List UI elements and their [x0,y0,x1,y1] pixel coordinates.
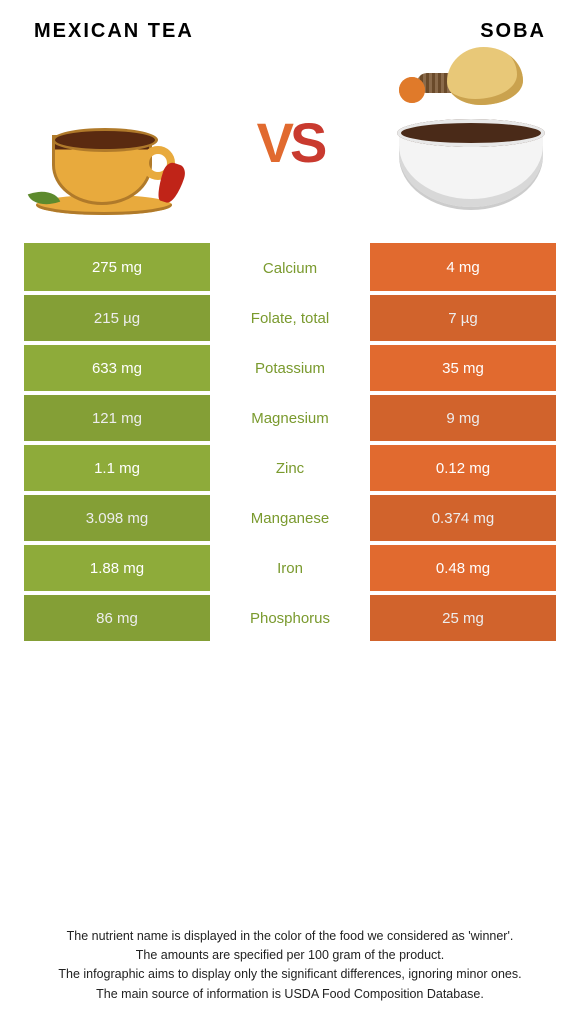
left-value: 86 mg [24,593,210,643]
nutrient-label: Magnesium [210,393,370,443]
right-value: 35 mg [370,343,556,393]
nutrient-label: Iron [210,543,370,593]
right-value: 0.374 mg [370,493,556,543]
table-row: 3.098 mgManganese0.374 mg [24,493,556,543]
footnote-line: The main source of information is USDA F… [28,985,552,1004]
footnote-line: The infographic aims to display only the… [28,965,552,984]
right-value: 9 mg [370,393,556,443]
table-row: 275 mgCalcium4 mg [24,243,556,293]
right-title: Soba [480,20,546,43]
left-value: 633 mg [24,343,210,393]
footnote-line: The nutrient name is displayed in the co… [28,927,552,946]
table-row: 1.1 mgZinc0.12 mg [24,443,556,493]
infographic-root: Mexican tea Soba VS 275 mgCalcium4 mg215… [0,0,580,1024]
right-value: 0.12 mg [370,443,556,493]
footnotes: The nutrient name is displayed in the co… [24,909,556,1005]
nutrient-label: Potassium [210,343,370,393]
left-value: 121 mg [24,393,210,443]
nutrient-table: 275 mgCalcium4 mg215 µgFolate, total7 µg… [24,243,556,645]
left-value: 1.88 mg [24,543,210,593]
left-value: 3.098 mg [24,493,210,543]
vs-s: S [290,111,323,174]
right-value: 0.48 mg [370,543,556,593]
nutrient-label: Folate, total [210,293,370,343]
nutrient-label: Phosphorus [210,593,370,643]
right-value: 7 µg [370,293,556,343]
vs-v: V [257,111,290,174]
left-food-image [24,73,194,213]
table-row: 121 mgMagnesium9 mg [24,393,556,443]
right-value: 25 mg [370,593,556,643]
left-value: 275 mg [24,243,210,293]
hero-row: VS [24,63,556,243]
table-row: 86 mgPhosphorus25 mg [24,593,556,643]
table-row: 215 µgFolate, total7 µg [24,293,556,343]
nutrient-label: Zinc [210,443,370,493]
left-title: Mexican tea [34,20,194,43]
right-food-image [386,73,556,213]
table-row: 633 mgPotassium35 mg [24,343,556,393]
vs-label: VS [257,115,324,171]
left-value: 215 µg [24,293,210,343]
right-value: 4 mg [370,243,556,293]
footnote-line: The amounts are specified per 100 gram o… [28,946,552,965]
nutrient-label: Manganese [210,493,370,543]
left-value: 1.1 mg [24,443,210,493]
nutrient-label: Calcium [210,243,370,293]
table-row: 1.88 mgIron0.48 mg [24,543,556,593]
